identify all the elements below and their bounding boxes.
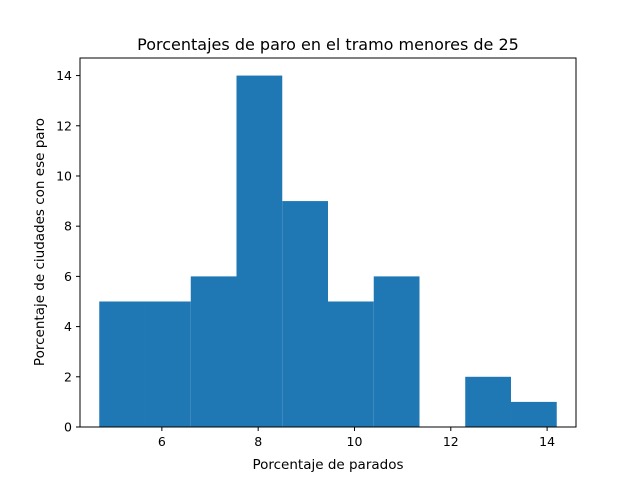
chart-title: Porcentajes de paro en el tramo menores … — [137, 35, 519, 54]
x-tick-label: 14 — [539, 434, 555, 449]
y-tick-label: 0 — [64, 420, 72, 435]
x-axis-ticks: 6 8 10 12 14 — [158, 427, 555, 449]
plot-frame — [79, 57, 577, 428]
x-tick-label: 6 — [158, 434, 166, 449]
y-tick-label: 14 — [56, 68, 72, 83]
y-tick-label: 10 — [56, 168, 72, 183]
y-tick-label: 8 — [64, 219, 72, 234]
y-tick-label: 6 — [64, 269, 72, 284]
histogram-bar-4 — [282, 201, 328, 427]
x-axis-label: Porcentaje de parados — [252, 457, 403, 473]
histogram-bar-1 — [145, 301, 191, 427]
x-tick-label: 12 — [443, 434, 459, 449]
y-axis-ticks: 0 2 4 6 8 10 12 14 — [56, 68, 80, 435]
y-tick-label: 2 — [64, 369, 72, 384]
bars-group — [99, 75, 557, 428]
histogram-bar-5 — [328, 301, 374, 427]
y-tick-label: 12 — [56, 118, 72, 133]
histogram-bar-6 — [373, 276, 420, 427]
y-tick-label: 4 — [64, 319, 72, 334]
histogram-bar-2 — [190, 276, 237, 427]
x-tick-label: 10 — [347, 434, 363, 449]
histogram-bar-0 — [99, 301, 146, 427]
y-axis-label: Porcentaje de ciudades con ese paro — [32, 118, 48, 366]
x-tick-label: 8 — [254, 434, 262, 449]
histogram-bar-3 — [236, 75, 283, 428]
histogram-bar-8 — [465, 376, 511, 427]
histogram-bar-9 — [510, 401, 557, 427]
